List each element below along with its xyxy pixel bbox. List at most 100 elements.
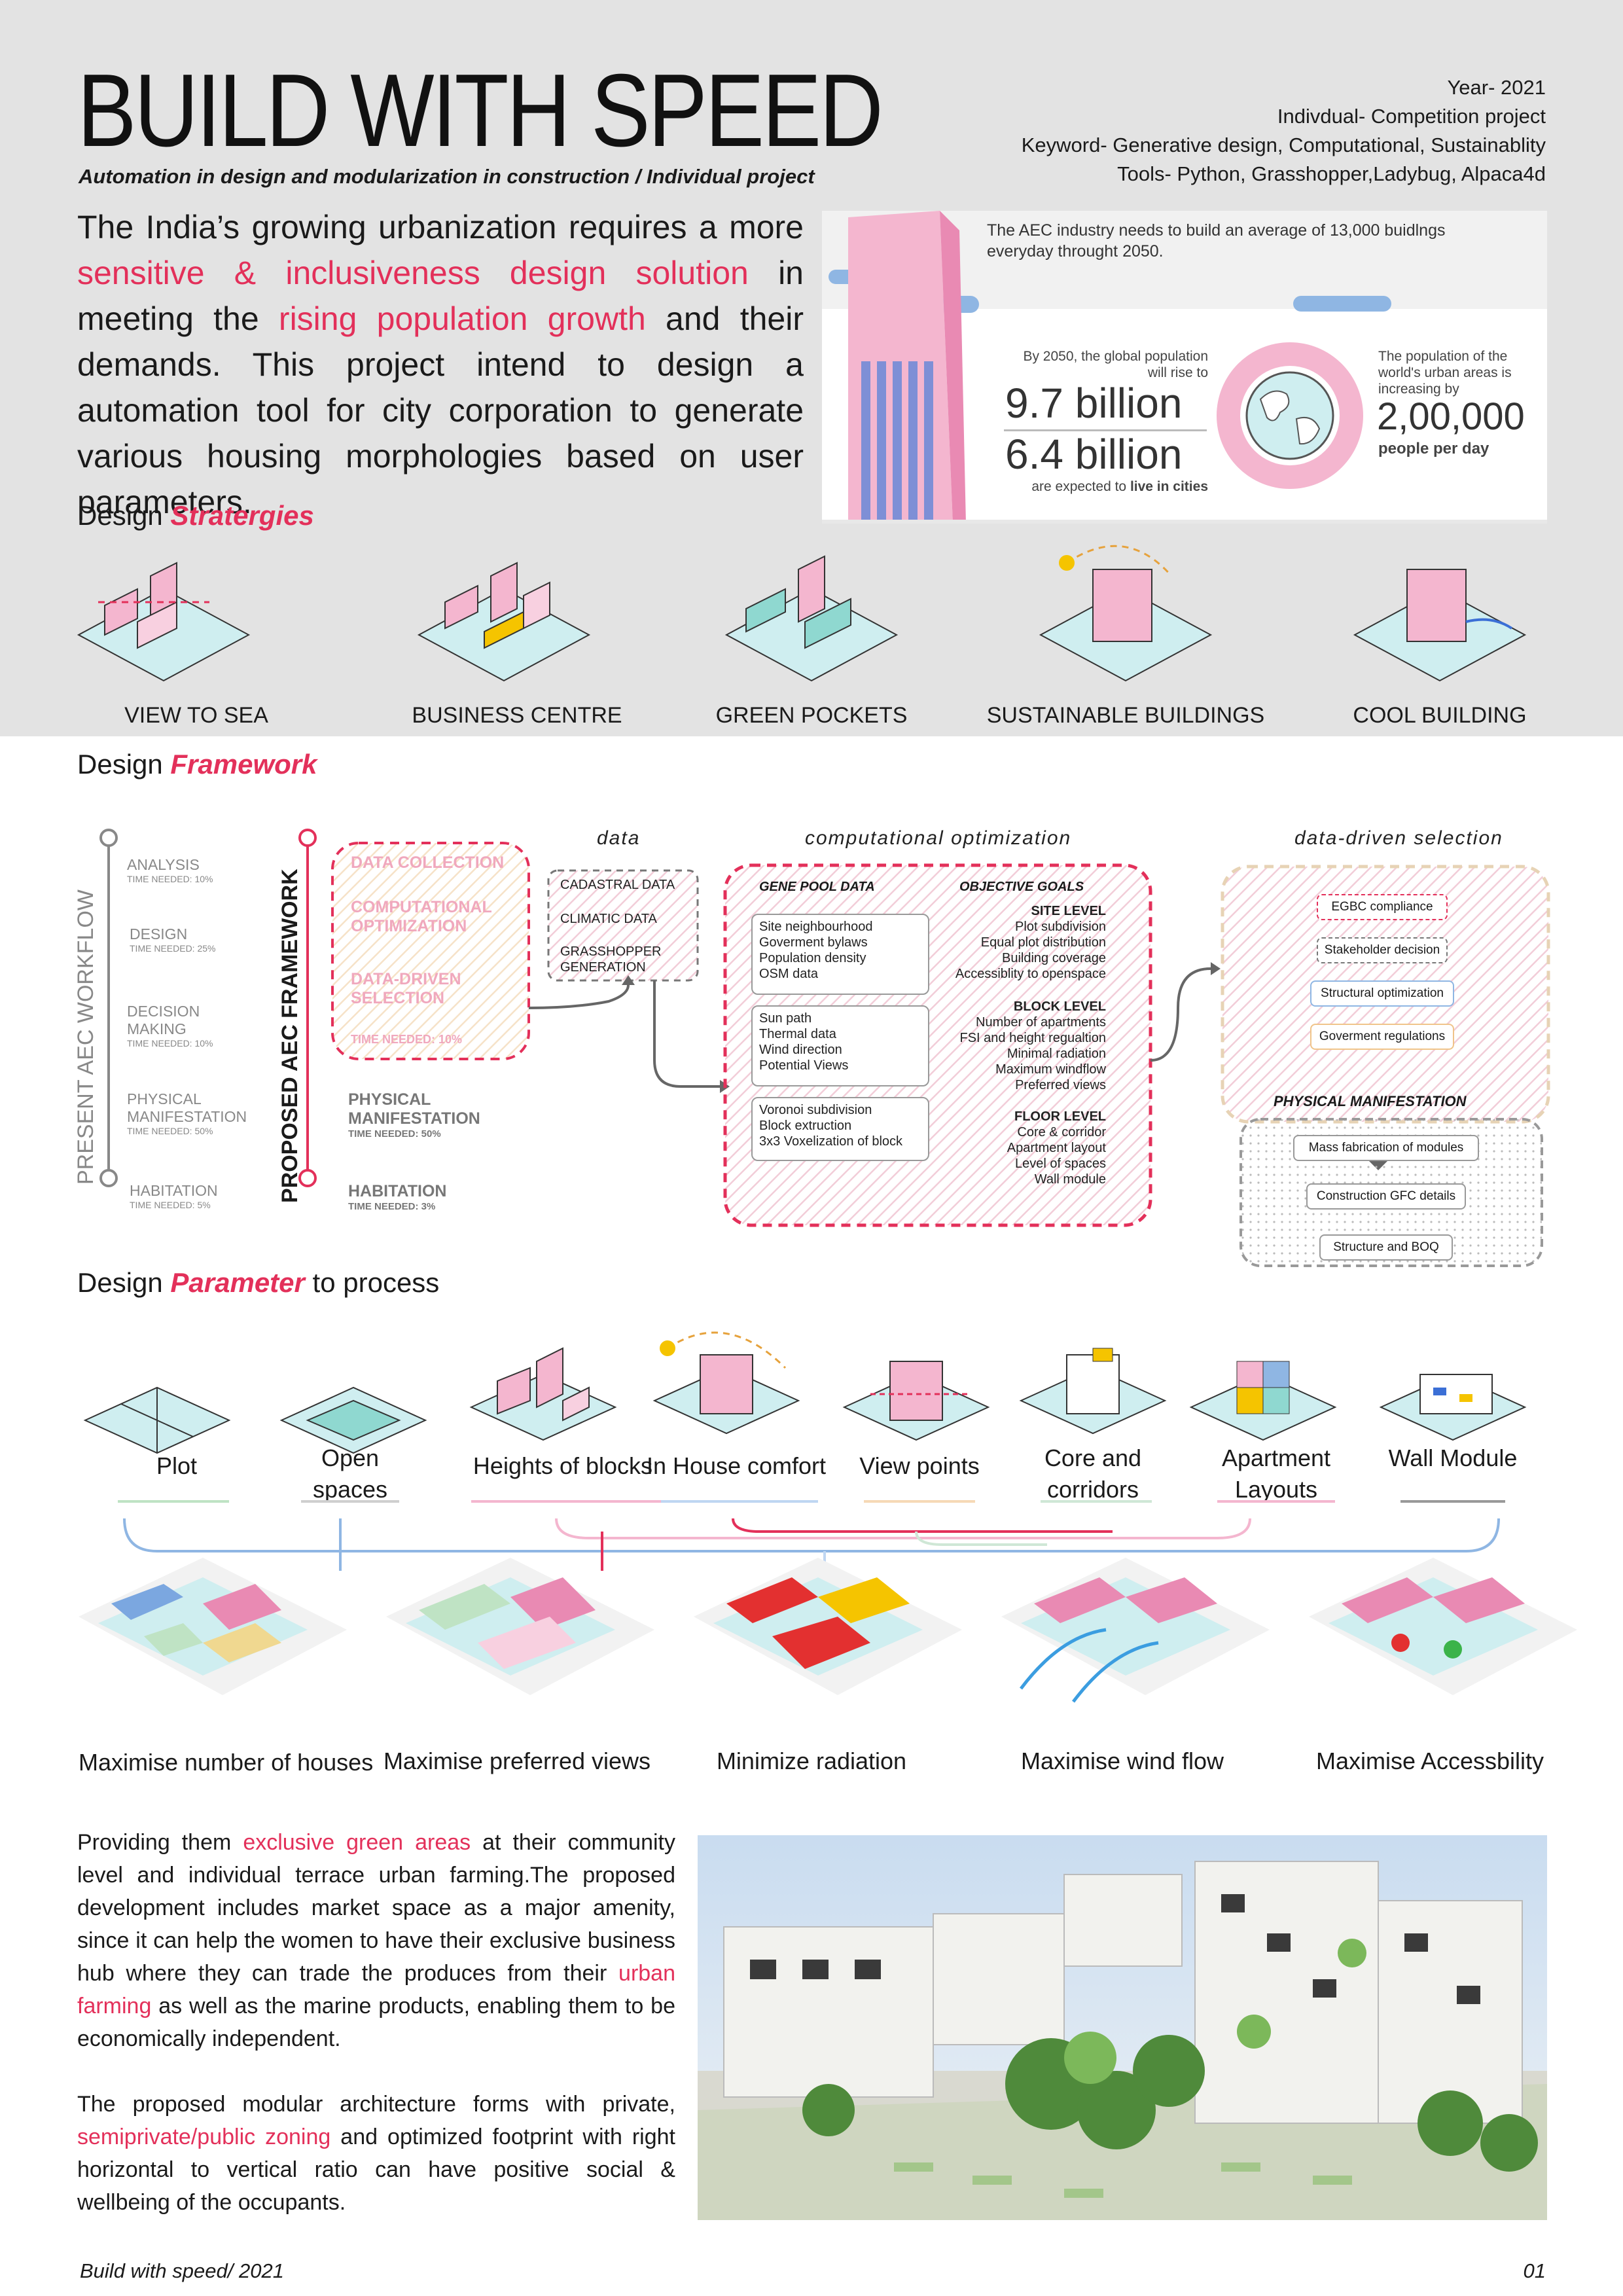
present-step: PHYSICAL MANIFESTATION TIME NEEDED: 50% (127, 1090, 247, 1136)
objective-label: Maximise number of houses (79, 1749, 374, 1776)
proposed-step-time: TIME NEEDED: 10% (351, 1033, 463, 1046)
strategies-heading: Design Stratergies (77, 500, 314, 531)
urban-value: 2,00,000 (1377, 395, 1525, 438)
present-step: ANALYSIS TIME NEEDED: 10% (127, 856, 213, 884)
globe-icon (1217, 342, 1363, 489)
present-step: DECISION MAKING TIME NEEDED: 10% (127, 1003, 213, 1049)
max-houses-render (79, 1558, 347, 1695)
meta-keywords: Keyword- Generative design, Computationa… (1021, 134, 1546, 156)
intro-text: in meeting the (77, 255, 804, 337)
page-subtitle: Automation in design and modularization … (79, 165, 815, 188)
selection-item: Structural optimization (1310, 980, 1454, 1007)
selection-item: Stakeholder decision (1317, 937, 1448, 963)
meta-year: Year- 2021 (1447, 76, 1546, 99)
global-caption: By 2050, the global population will rise… (1023, 349, 1208, 380)
gene-pool-box: Site neighbourhood Goverment bylaws Popu… (751, 914, 929, 995)
body-text: Providing them exclusive green areas at … (77, 1826, 675, 2219)
intro-highlight: rising population growth (278, 300, 646, 337)
objective-label: Minimize radiation (716, 1748, 907, 1774)
gene-pool-box: Sun path Thermal data Wind direction Pot… (751, 1005, 929, 1086)
strategy-label: SUSTAINABLE BUILDINGS (986, 703, 1265, 728)
urban-caption: The population of the world's urban area… (1378, 349, 1512, 397)
data-title: data (597, 827, 641, 849)
objective-label: Maximise preferred views (383, 1748, 651, 1774)
stats-infographic: The AEC industry needs to build an avera… (822, 211, 1547, 524)
intro-highlight: sensitive & inclusiveness design solutio… (77, 255, 749, 291)
parameter-label: Wall Module (1388, 1444, 1518, 1471)
view-to-sea-icon (78, 562, 249, 681)
selection-item: Goverment regulations (1310, 1024, 1454, 1050)
objective-goals-title: OBJECTIVE GOALS (959, 880, 1084, 894)
green-pockets-icon (726, 555, 897, 681)
optimization-title: computational optimization (805, 827, 1072, 849)
max-views-render (386, 1558, 654, 1695)
physical-title: PHYSICAL MANIFESTATION (1274, 1093, 1467, 1109)
global-value: 9.7 billion (1005, 380, 1183, 427)
gene-pool-box: Voronoi subdivision Block extruction 3x3… (751, 1097, 929, 1161)
urban-unit: people per day (1378, 440, 1489, 457)
block-level-items: Number of apartments FSI and height regu… (959, 1015, 1107, 1092)
strategy-label: GREEN POCKETS (715, 703, 908, 728)
floor-level-items: Core & corridor Apartment layout Level o… (1007, 1125, 1106, 1187)
open-spaces-icon (281, 1387, 426, 1454)
project-meta: Year- 2021 Indivdual- Competition projec… (1022, 73, 1546, 188)
intro-text: and their demands. This project intend t… (77, 300, 804, 520)
physical-item: Construction GFC details (1306, 1183, 1466, 1210)
skyline-illustration (822, 211, 1547, 524)
proposed-step: HABITATION TIME NEEDED: 3% (348, 1182, 447, 1212)
framework-heading: Design Framework (77, 749, 317, 780)
gene-pool-title: GENE POOL DATA (759, 880, 875, 894)
data-item: GRASSHOPPER GENERATION (560, 944, 662, 975)
proposed-step: DATA COLLECTION (351, 853, 505, 872)
parameter-illustrations (84, 1331, 1525, 1454)
parameter-label: In House comfort (646, 1452, 827, 1479)
physical-item: Structure and BOQ (1319, 1234, 1453, 1261)
stat-divider (1004, 429, 1207, 431)
floor-level-title: FLOOR LEVEL (1014, 1109, 1106, 1124)
cities-caption: are expected to live in cities (1031, 479, 1208, 494)
present-step: HABITATION TIME NEEDED: 5% (130, 1182, 218, 1210)
cities-value: 6.4 billion (1005, 431, 1183, 478)
proposed-step: COMPUTATIONAL OPTIMIZATION (351, 898, 492, 935)
present-step: DESIGN TIME NEEDED: 25% (130, 925, 216, 954)
selection-title: data-driven selection (1294, 827, 1503, 849)
strategy-label: COOL BUILDING (1353, 703, 1527, 728)
page-number: 01 (1523, 2259, 1546, 2282)
strategies-illustrations (78, 545, 1525, 681)
wall-module-icon (1380, 1374, 1525, 1441)
data-item: CADASTRAL DATA (560, 878, 675, 892)
objective-label: Maximise wind flow (1020, 1748, 1224, 1774)
proposed-framework-label: PROPOSED AEC FRAMEWORK (277, 869, 302, 1203)
present-workflow-label: PRESENT AEC WORKFLOW (73, 889, 98, 1185)
objective-renders (79, 1558, 1577, 1703)
parameter-label: Core and corridors (1044, 1444, 1142, 1503)
parameter-label: Heights of blocks (473, 1452, 653, 1479)
parameters-heading: Design Parameter to process (77, 1267, 440, 1298)
view-points-icon (844, 1361, 989, 1441)
plot-icon (84, 1387, 230, 1454)
data-item: CLIMATIC DATA (560, 912, 657, 926)
objective-label: Maximise Accessbility (1315, 1748, 1544, 1774)
heights-of-blocks-icon (471, 1347, 616, 1441)
strategy-label: VIEW TO SEA (124, 703, 268, 728)
meta-type: Indivdual- Competition project (1277, 105, 1546, 128)
intro-paragraph: The India’s growing urbanization require… (77, 204, 804, 525)
sustainable-buildings-icon (1040, 545, 1211, 681)
strategy-label: BUSINESS CENTRE (412, 703, 622, 728)
physical-item: Mass fabrication of modules (1293, 1135, 1479, 1161)
body-paragraph-1: Providing them exclusive green areas at … (77, 1830, 675, 2051)
parameter-label: Apartment Layouts (1221, 1444, 1331, 1503)
meta-tools: Tools- Python, Grasshopper,Ladybug, Alpa… (1117, 162, 1546, 185)
proposed-step: PHYSICAL MANIFESTATION TIME NEEDED: 50% (348, 1090, 480, 1139)
parameter-label: Open spaces (312, 1444, 388, 1503)
min-radiation-render (694, 1558, 962, 1695)
in-house-comfort-icon (654, 1331, 799, 1434)
max-wind-render (1001, 1558, 1270, 1703)
housing-render-image (698, 1835, 1547, 2220)
page-title: BUILD WITH SPEED (77, 53, 883, 168)
site-level-title: SITE LEVEL (1031, 904, 1106, 918)
apartment-layouts-icon (1190, 1361, 1336, 1441)
intro-text: The India’s growing urbanization require… (77, 209, 804, 245)
aec-note: The AEC industry needs to build an avera… (987, 221, 1446, 260)
parameter-label: View points (859, 1452, 980, 1479)
